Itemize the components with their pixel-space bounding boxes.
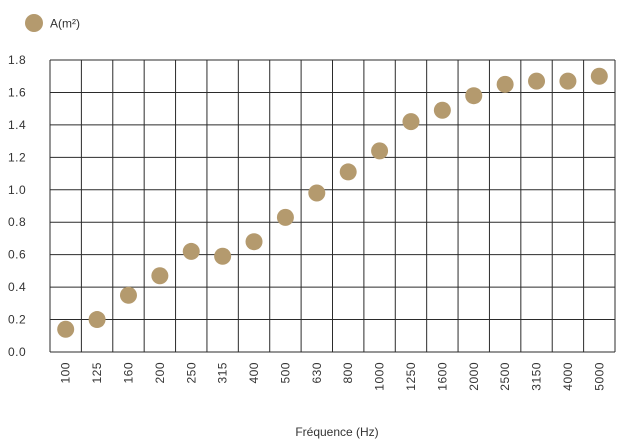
x-tick-label: 3150 [530, 362, 544, 391]
y-tick-label: 0.6 [8, 248, 26, 262]
y-axis-ticks: 0.0 0.2 0.4 0.6 0.8 1.0 1.2 1.4 1.6 1.8 [8, 53, 26, 359]
x-tick-label: 1600 [435, 362, 449, 391]
y-tick-label: 1.6 [8, 85, 26, 99]
x-axis-ticks: 100 125 160 200 250 315 400 500 630 800 1000 1250 16… [59, 362, 607, 391]
data-point [151, 267, 169, 285]
data-point [308, 184, 326, 202]
data-point [276, 208, 294, 226]
y-tick-label: 0.8 [8, 215, 26, 229]
data-point [465, 87, 483, 105]
data-point [559, 72, 577, 90]
data-point [496, 75, 514, 93]
y-tick-label: 0.0 [8, 345, 26, 359]
x-axis-title: Fréquence (Hz) [295, 425, 378, 439]
x-tick-label: 1000 [373, 362, 387, 391]
data-point [182, 242, 200, 260]
y-tick-label: 0.4 [8, 280, 26, 294]
x-tick-label: 2000 [467, 362, 481, 391]
data-point [214, 247, 232, 265]
legend-marker [25, 14, 43, 32]
legend: A(m²) [25, 14, 80, 32]
data-point [57, 320, 75, 338]
y-tick-label: 1.4 [8, 118, 26, 132]
x-tick-label: 315 [216, 362, 230, 384]
data-point [590, 67, 608, 85]
x-tick-label: 630 [310, 362, 324, 384]
data-points [57, 67, 608, 338]
y-tick-label: 0.2 [8, 313, 26, 327]
data-point [119, 286, 137, 304]
data-point [339, 163, 357, 181]
y-tick-label: 1.8 [8, 53, 26, 67]
grid [49, 59, 616, 353]
x-tick-label: 160 [121, 362, 135, 384]
x-tick-label: 250 [184, 362, 198, 384]
data-point [528, 72, 546, 90]
data-point [402, 113, 420, 131]
x-tick-label: 125 [90, 362, 104, 384]
x-tick-label: 4000 [561, 362, 575, 391]
x-tick-label: 100 [59, 362, 73, 384]
data-point [245, 233, 263, 251]
x-tick-label: 500 [278, 362, 292, 384]
data-point [88, 311, 106, 329]
legend-label: A(m²) [50, 17, 80, 31]
y-tick-label: 1.0 [8, 183, 26, 197]
x-tick-label: 2500 [498, 362, 512, 391]
x-tick-label: 5000 [592, 362, 606, 391]
data-point [433, 101, 451, 119]
x-tick-label: 400 [247, 362, 261, 384]
x-tick-label: 200 [153, 362, 167, 384]
y-tick-label: 1.2 [8, 150, 26, 164]
data-point [371, 142, 389, 160]
x-tick-label: 800 [341, 362, 355, 384]
x-tick-label: 1250 [404, 362, 418, 391]
